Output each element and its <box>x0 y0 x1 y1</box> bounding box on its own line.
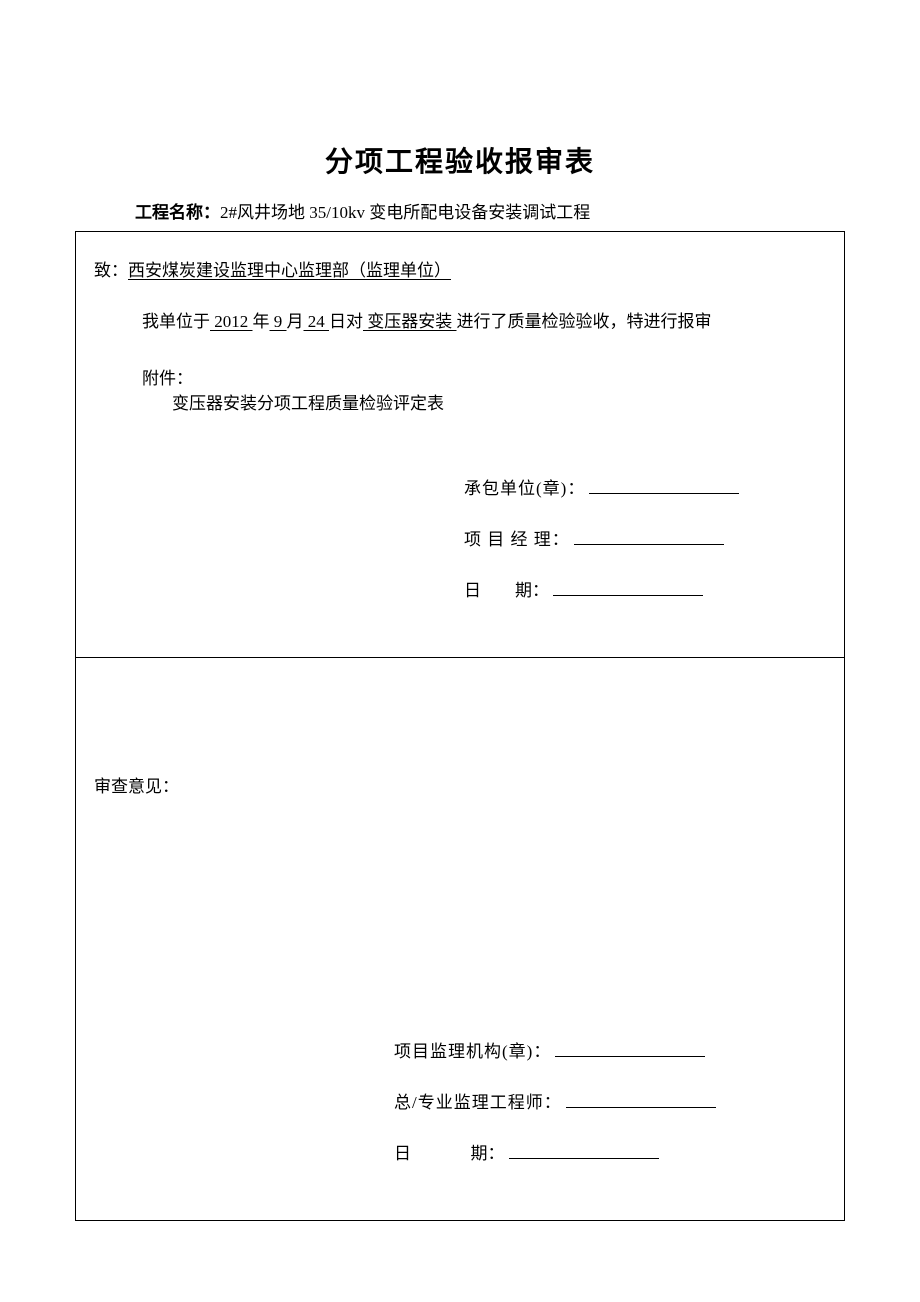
supervisor-date-label: 日 期： <box>394 1139 505 1164</box>
project-name-line: 工程名称：2#风井场地 35/10kv 变电所配电设备安装调试工程 <box>135 198 845 223</box>
year-value: 2012 <box>210 312 253 331</box>
date-label: 日 期： <box>464 576 549 601</box>
manager-label: 项 目 经 理： <box>464 525 570 550</box>
year-unit: 年 <box>253 312 270 331</box>
supervisor-org-label: 项目监理机构(章)： <box>394 1037 551 1062</box>
contractor-seal-row: 承包单位(章)： <box>464 474 826 499</box>
attachment-label: 附件： <box>142 364 826 389</box>
form-container: 致：西安煤炭建设监理中心监理部（监理单位） 我单位于 2012 年 9 月 24… <box>75 231 845 1221</box>
bottom-section: 审查意见： 项目监理机构(章)： 总/专业监理工程师： 日 期： <box>76 658 844 1220</box>
form-title: 分项工程验收报审表 <box>75 140 845 180</box>
supervisor-org-blank <box>555 1040 705 1057</box>
month-unit: 月 <box>287 312 304 331</box>
body-suffix: 进行了质量检验验收，特进行报审 <box>457 312 712 331</box>
engineer-blank <box>566 1091 716 1108</box>
to-prefix: 致： <box>94 261 128 280</box>
sup-date-char2: 期： <box>471 1144 505 1163</box>
day-unit: 日对 <box>329 312 363 331</box>
month-value: 9 <box>270 312 287 331</box>
supervisor-signature-block: 项目监理机构(章)： 总/专业监理工程师： 日 期： <box>394 1037 826 1164</box>
supervisor-org-row: 项目监理机构(章)： <box>394 1037 826 1062</box>
body-prefix: 我单位于 <box>142 312 210 331</box>
manager-blank <box>574 528 724 545</box>
engineer-label: 总/专业监理工程师： <box>394 1088 562 1113</box>
supervisor-date-row: 日 期： <box>394 1139 826 1164</box>
date-char2: 期： <box>515 581 549 600</box>
top-section: 致：西安煤炭建设监理中心监理部（监理单位） 我单位于 2012 年 9 月 24… <box>76 232 844 658</box>
supervisor-date-blank <box>509 1142 659 1159</box>
date-char1: 日 <box>464 581 481 600</box>
day-value: 24 <box>304 312 330 331</box>
sup-date-char1: 日 <box>394 1144 411 1163</box>
contractor-signature-block: 承包单位(章)： 项 目 经 理： 日 期： <box>464 474 826 601</box>
engineer-row: 总/专业监理工程师： <box>394 1088 826 1113</box>
project-name: 2#风井场地 35/10kv 变电所配电设备安装调试工程 <box>220 203 590 222</box>
attachment-content: 变压器安装分项工程质量检验评定表 <box>172 389 826 414</box>
contractor-label: 承包单位(章)： <box>464 474 585 499</box>
item-value: 变压器安装 <box>363 312 457 331</box>
addressee-line: 致：西安煤炭建设监理中心监理部（监理单位） <box>94 256 826 281</box>
project-label: 工程名称： <box>135 203 220 222</box>
date-row: 日 期： <box>464 576 826 601</box>
declaration-line: 我单位于 2012 年 9 月 24 日对 变压器安装 进行了质量检验验收，特进… <box>142 307 826 338</box>
manager-row: 项 目 经 理： <box>464 525 826 550</box>
opinion-label: 审查意见： <box>94 772 826 797</box>
to-unit: 西安煤炭建设监理中心监理部（监理单位） <box>128 261 451 280</box>
contractor-blank <box>589 477 739 494</box>
date-blank <box>553 579 703 596</box>
